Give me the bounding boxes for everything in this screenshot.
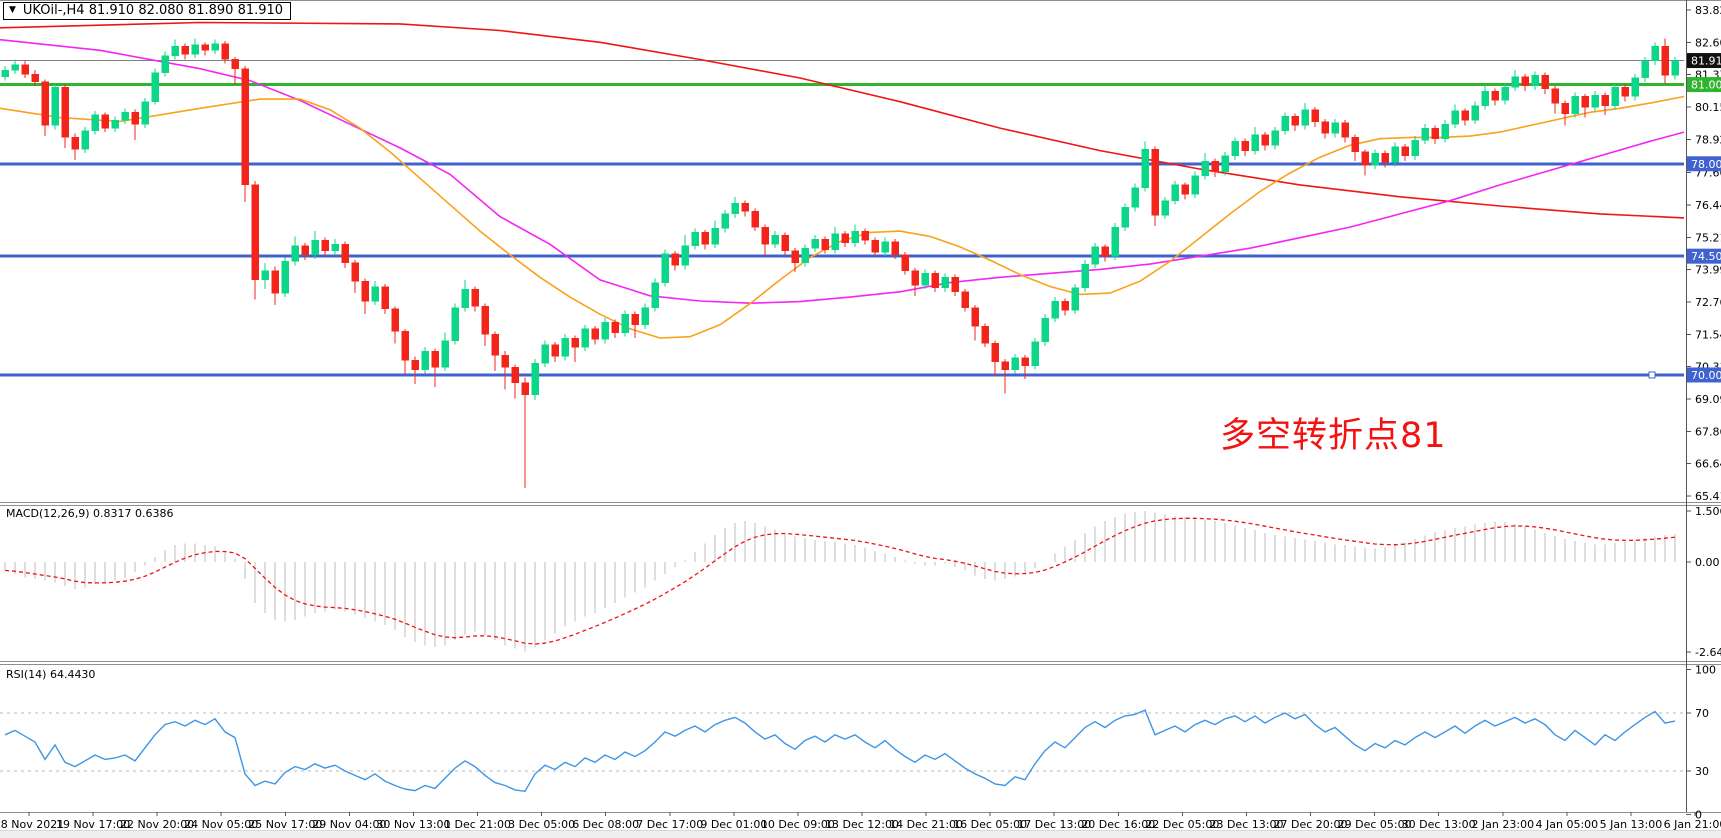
svg-text:83.825: 83.825 — [1695, 4, 1721, 17]
svg-text:24 Nov 05:00: 24 Nov 05:00 — [184, 818, 258, 831]
svg-text:78.925: 78.925 — [1695, 133, 1721, 146]
svg-text:76.440: 76.440 — [1695, 199, 1721, 212]
svg-text:5 Jan 13:00: 5 Jan 13:00 — [1600, 818, 1663, 831]
svg-text:80.150: 80.150 — [1695, 101, 1721, 114]
svg-text:10 Dec 09:00: 10 Dec 09:00 — [761, 818, 835, 831]
svg-text:29 Nov 04:00: 29 Nov 04:00 — [312, 818, 386, 831]
macd-indicator-label: MACD(12,26,9) 0.8317 0.6386 — [6, 507, 174, 520]
svg-text:100: 100 — [1695, 664, 1716, 677]
svg-text:0: 0 — [1695, 809, 1702, 822]
macd-panel[interactable] — [4, 511, 1676, 652]
svg-text:25 Nov 17:00: 25 Nov 17:00 — [248, 818, 322, 831]
svg-text:69.090: 69.090 — [1695, 393, 1721, 406]
svg-text:3 Dec 05:00: 3 Dec 05:00 — [508, 818, 575, 831]
svg-text:72.765: 72.765 — [1695, 296, 1721, 309]
svg-text:-2.6487: -2.6487 — [1695, 646, 1721, 659]
svg-text:73.990: 73.990 — [1695, 264, 1721, 277]
svg-text:81.910: 81.910 — [1691, 55, 1721, 68]
symbol-title-box[interactable]: ▼ UKOil-,H4 81.910 82.080 81.890 81.910 — [3, 2, 292, 20]
svg-text:23 Dec 13:00: 23 Dec 13:00 — [1209, 818, 1283, 831]
svg-text:22 Nov 20:00: 22 Nov 20:00 — [120, 818, 194, 831]
svg-text:16 Dec 05:00: 16 Dec 05:00 — [953, 818, 1027, 831]
svg-text:30: 30 — [1695, 765, 1709, 778]
window-bottom-strip — [0, 830, 1721, 838]
main-price-panel[interactable] — [0, 21, 1685, 488]
svg-text:70.000: 70.000 — [1691, 369, 1721, 382]
svg-text:82.600: 82.600 — [1695, 36, 1721, 49]
svg-text:9 Dec 01:00: 9 Dec 01:00 — [700, 818, 767, 831]
svg-text:67.865: 67.865 — [1695, 425, 1721, 438]
svg-text:29 Dec 05:00: 29 Dec 05:00 — [1338, 818, 1412, 831]
rsi-panel[interactable] — [0, 709, 1684, 793]
svg-text:0.00: 0.00 — [1695, 556, 1720, 569]
svg-text:2 Jan 23:00: 2 Jan 23:00 — [1471, 818, 1534, 831]
svg-text:75.215: 75.215 — [1695, 231, 1721, 244]
svg-text:70: 70 — [1695, 707, 1709, 720]
rsi-indicator-label: RSI(14) 64.4430 — [6, 668, 96, 681]
svg-text:20 Dec 16:00: 20 Dec 16:00 — [1081, 818, 1155, 831]
svg-text:81.000: 81.000 — [1691, 79, 1721, 92]
svg-text:66.640: 66.640 — [1695, 458, 1721, 471]
svg-text:71.540: 71.540 — [1695, 328, 1721, 341]
svg-text:17 Dec 13:00: 17 Dec 13:00 — [1017, 818, 1091, 831]
svg-text:65.415: 65.415 — [1695, 490, 1721, 503]
svg-text:22 Dec 05:00: 22 Dec 05:00 — [1145, 818, 1219, 831]
annotation-text: 多空转折点81 — [1220, 416, 1447, 456]
svg-text:78.000: 78.000 — [1691, 158, 1721, 171]
svg-text:6 Jan 21:00: 6 Jan 21:00 — [1664, 818, 1721, 831]
svg-text:18 Nov 2021: 18 Nov 2021 — [0, 818, 64, 831]
svg-text:6 Dec 08:00: 6 Dec 08:00 — [572, 818, 639, 831]
svg-text:30 Nov 13:00: 30 Nov 13:00 — [376, 818, 450, 831]
svg-text:7 Dec 17:00: 7 Dec 17:00 — [636, 818, 703, 831]
svg-text:74.500: 74.500 — [1691, 250, 1721, 263]
svg-text:19 Nov 17:00: 19 Nov 17:00 — [56, 818, 130, 831]
symbol-ohlc-title: UKOil-,H4 81.910 82.080 81.890 81.910 — [22, 3, 284, 18]
svg-text:1.5061: 1.5061 — [1695, 505, 1721, 518]
svg-text:14 Dec 21:00: 14 Dec 21:00 — [889, 818, 963, 831]
svg-text:27 Dec 20:00: 27 Dec 20:00 — [1274, 818, 1348, 831]
chevron-down-icon[interactable]: ▼ — [9, 5, 16, 15]
svg-text:30 Dec 13:00: 30 Dec 13:00 — [1402, 818, 1476, 831]
svg-text:13 Dec 12:00: 13 Dec 12:00 — [825, 818, 899, 831]
svg-text:4 Jan 05:00: 4 Jan 05:00 — [1536, 818, 1599, 831]
svg-text:1 Dec 21:00: 1 Dec 21:00 — [444, 818, 511, 831]
